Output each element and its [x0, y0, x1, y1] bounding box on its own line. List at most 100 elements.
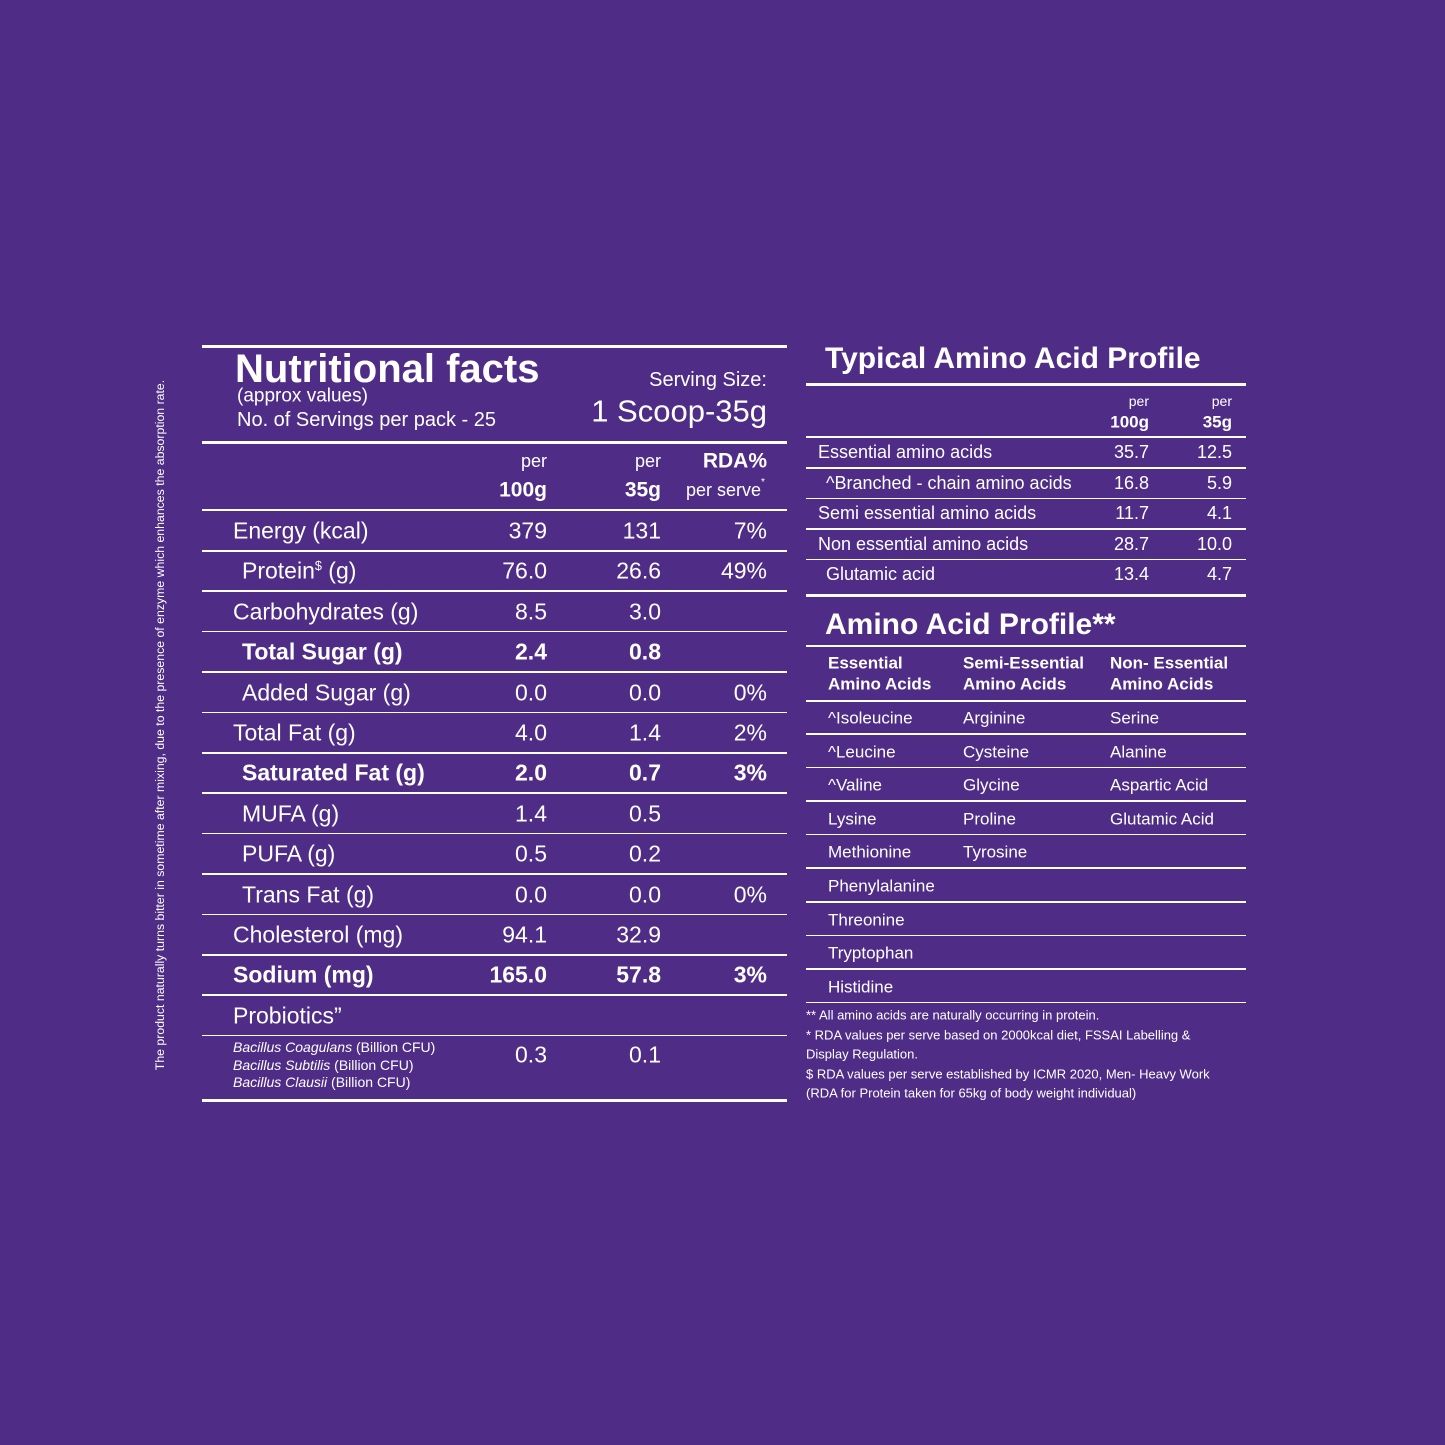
row-label: Total Sugar (g)	[242, 638, 403, 665]
rule	[202, 994, 787, 996]
cell: Alanine	[1110, 742, 1167, 762]
cell: Cysteine	[963, 742, 1030, 762]
rule	[202, 752, 787, 754]
column-header: per serve	[685, 480, 761, 500]
row-label: Saturated Fat (g)	[242, 759, 425, 786]
rule	[806, 528, 1246, 530]
cell-value: 8.5	[515, 598, 547, 625]
row-label: Carbohydrates (g)	[233, 598, 419, 625]
cell-value: 0.0	[515, 679, 547, 706]
strain-unit: (Billion CFU)	[330, 1056, 414, 1073]
rule	[806, 733, 1246, 735]
rule	[202, 954, 787, 956]
cell-value: 3%	[733, 961, 767, 988]
row-label: MUFA (g)	[242, 800, 340, 827]
probiotic-strain: Bacillus Subtilis (Billion CFU)	[233, 1058, 414, 1072]
cell-value: 4.7	[1206, 564, 1232, 584]
row-label: Protein$ (g)	[242, 557, 357, 584]
cell-value: 10.0	[1196, 533, 1232, 554]
cell-value: 26.6	[616, 557, 661, 584]
title: Typical Amino Acid Profile	[825, 342, 1201, 375]
rule	[806, 800, 1246, 802]
rule	[806, 497, 1246, 499]
footnote: $ RDA values per serve established by IC…	[806, 1066, 1210, 1081]
cell: Aspartic Acid	[1110, 775, 1209, 795]
cell: ^Valine	[828, 775, 882, 795]
column-header: per	[634, 451, 661, 471]
rule	[202, 550, 787, 552]
cell-value: 2.0	[515, 759, 547, 786]
cell-value: 11.7	[1115, 503, 1149, 523]
cell-value: 7%	[733, 517, 767, 544]
cell: Methionine	[828, 842, 912, 862]
row-label: Energy (kcal)	[233, 517, 369, 544]
column-header: per	[1128, 393, 1149, 409]
rule	[202, 711, 787, 714]
cell: Glycine	[963, 775, 1020, 795]
cell: Tryptophan	[828, 943, 914, 963]
cell-value: 94.1	[502, 921, 547, 948]
cell-value: 49%	[720, 557, 767, 584]
servings: No. of Servings per pack - 25	[237, 409, 497, 431]
rule	[202, 509, 787, 511]
cell-value: 0.3	[515, 1041, 547, 1068]
rule	[806, 467, 1246, 469]
footnote: (RDA for Protein taken for 65kg of body …	[806, 1085, 1137, 1101]
footnote: Display Regulation.	[806, 1046, 919, 1062]
strain-name: Bacillus Clausii	[233, 1074, 328, 1090]
cell: Lysine	[828, 809, 877, 829]
row-label: Glutamic acid	[826, 564, 936, 584]
serving-size: 1 Scoop-35g	[591, 393, 767, 429]
cell-value: 13.4	[1113, 564, 1149, 584]
cell-value: 5.9	[1206, 472, 1232, 493]
rule	[202, 792, 787, 794]
footnote: * RDA values per serve based on 2000kcal…	[806, 1027, 1191, 1042]
cell-value: 0.8	[629, 638, 661, 665]
column-header: Essential	[828, 653, 903, 673]
cell-value: 32.9	[616, 921, 661, 948]
rule	[806, 1001, 1246, 1004]
rule	[806, 934, 1246, 937]
side-note: The product naturally turns bitter in so…	[152, 379, 167, 1071]
cell-value: 0%	[733, 881, 767, 908]
rule	[806, 645, 1246, 647]
rule	[202, 441, 787, 444]
cell: Tyrosine	[963, 842, 1028, 862]
cell-value: 16.8	[1113, 472, 1149, 493]
cell-value: 165.0	[489, 961, 547, 988]
column-header: Amino Acids	[1110, 674, 1214, 694]
cell-value: 0.0	[629, 679, 661, 706]
cell: Phenylalanine	[828, 876, 935, 896]
rule	[202, 1099, 787, 1102]
strain-unit: (Billion CFU)	[352, 1039, 436, 1055]
column-header: Amino Acids	[828, 674, 932, 694]
cell: ^Leucine	[828, 742, 896, 762]
row-label: Trans Fat (g)	[242, 881, 375, 908]
row-label: Total Fat (g)	[233, 719, 356, 746]
cell-value: 0.7	[629, 759, 661, 786]
cell-value: 0%	[733, 679, 767, 706]
rule	[202, 913, 787, 916]
rule	[202, 671, 787, 673]
cell-value: 35.7	[1113, 442, 1149, 462]
probiotic-strain: Bacillus Coagulans (Billion CFU)	[233, 1040, 435, 1054]
column-header: per	[1211, 393, 1232, 409]
cell-value: 76.0	[502, 557, 547, 584]
row-label: Essential amino acids	[818, 442, 993, 462]
column-header: per	[520, 451, 547, 471]
superscript: *	[761, 477, 765, 488]
cell-value: 12.5	[1196, 442, 1232, 462]
cell: Serine	[1110, 708, 1160, 728]
rule	[806, 594, 1246, 597]
rule	[202, 873, 787, 875]
row-label: ^Branched - chain amino acids	[826, 472, 1072, 493]
cell-value: 4.1	[1206, 503, 1232, 523]
cell: Proline	[963, 809, 1016, 829]
cell-value: 28.7	[1113, 533, 1149, 554]
cell: Glutamic Acid	[1110, 809, 1214, 829]
cell-value: 2.4	[515, 638, 547, 665]
column-header: 35g	[624, 478, 661, 502]
cell-value: 0.1	[629, 1041, 661, 1068]
superscript: $	[314, 559, 322, 574]
